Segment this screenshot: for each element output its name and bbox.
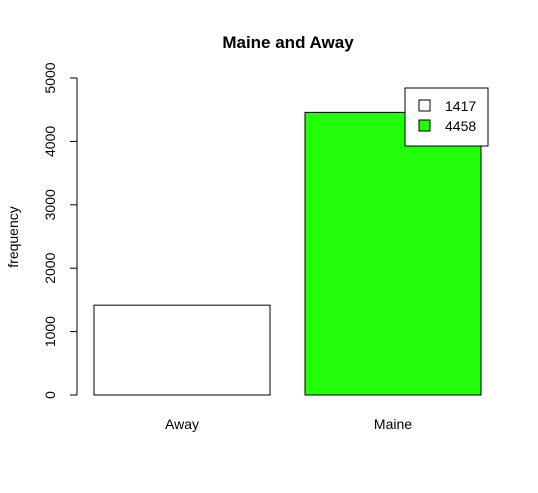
- y-tick-label: 4000: [42, 126, 58, 157]
- x-axis-labels: Away Maine: [165, 416, 412, 432]
- y-axis-label: frequency: [5, 206, 21, 267]
- y-tick-label: 1000: [42, 316, 58, 347]
- chart-title: Maine and Away: [222, 33, 354, 52]
- y-tick-label: 3000: [42, 189, 58, 220]
- y-tick-label: 0: [42, 391, 58, 399]
- x-tick-label: Maine: [374, 416, 412, 432]
- y-tick-label: 2000: [42, 252, 58, 283]
- legend-box: [404, 87, 489, 147]
- legend-swatch: [418, 99, 431, 112]
- y-tick-label: 5000: [42, 62, 58, 93]
- bar-maine: [304, 111, 482, 396]
- bar-away: [93, 304, 271, 396]
- legend-label: 4458: [445, 118, 476, 134]
- x-tick-label: Away: [165, 416, 199, 432]
- legend-label: 1417: [445, 98, 476, 114]
- bars: [93, 111, 482, 396]
- y-axis: 0 1000 2000 3000 4000 5000: [42, 62, 78, 399]
- legend: 1417 4458: [404, 87, 489, 147]
- legend-swatch: [418, 119, 431, 132]
